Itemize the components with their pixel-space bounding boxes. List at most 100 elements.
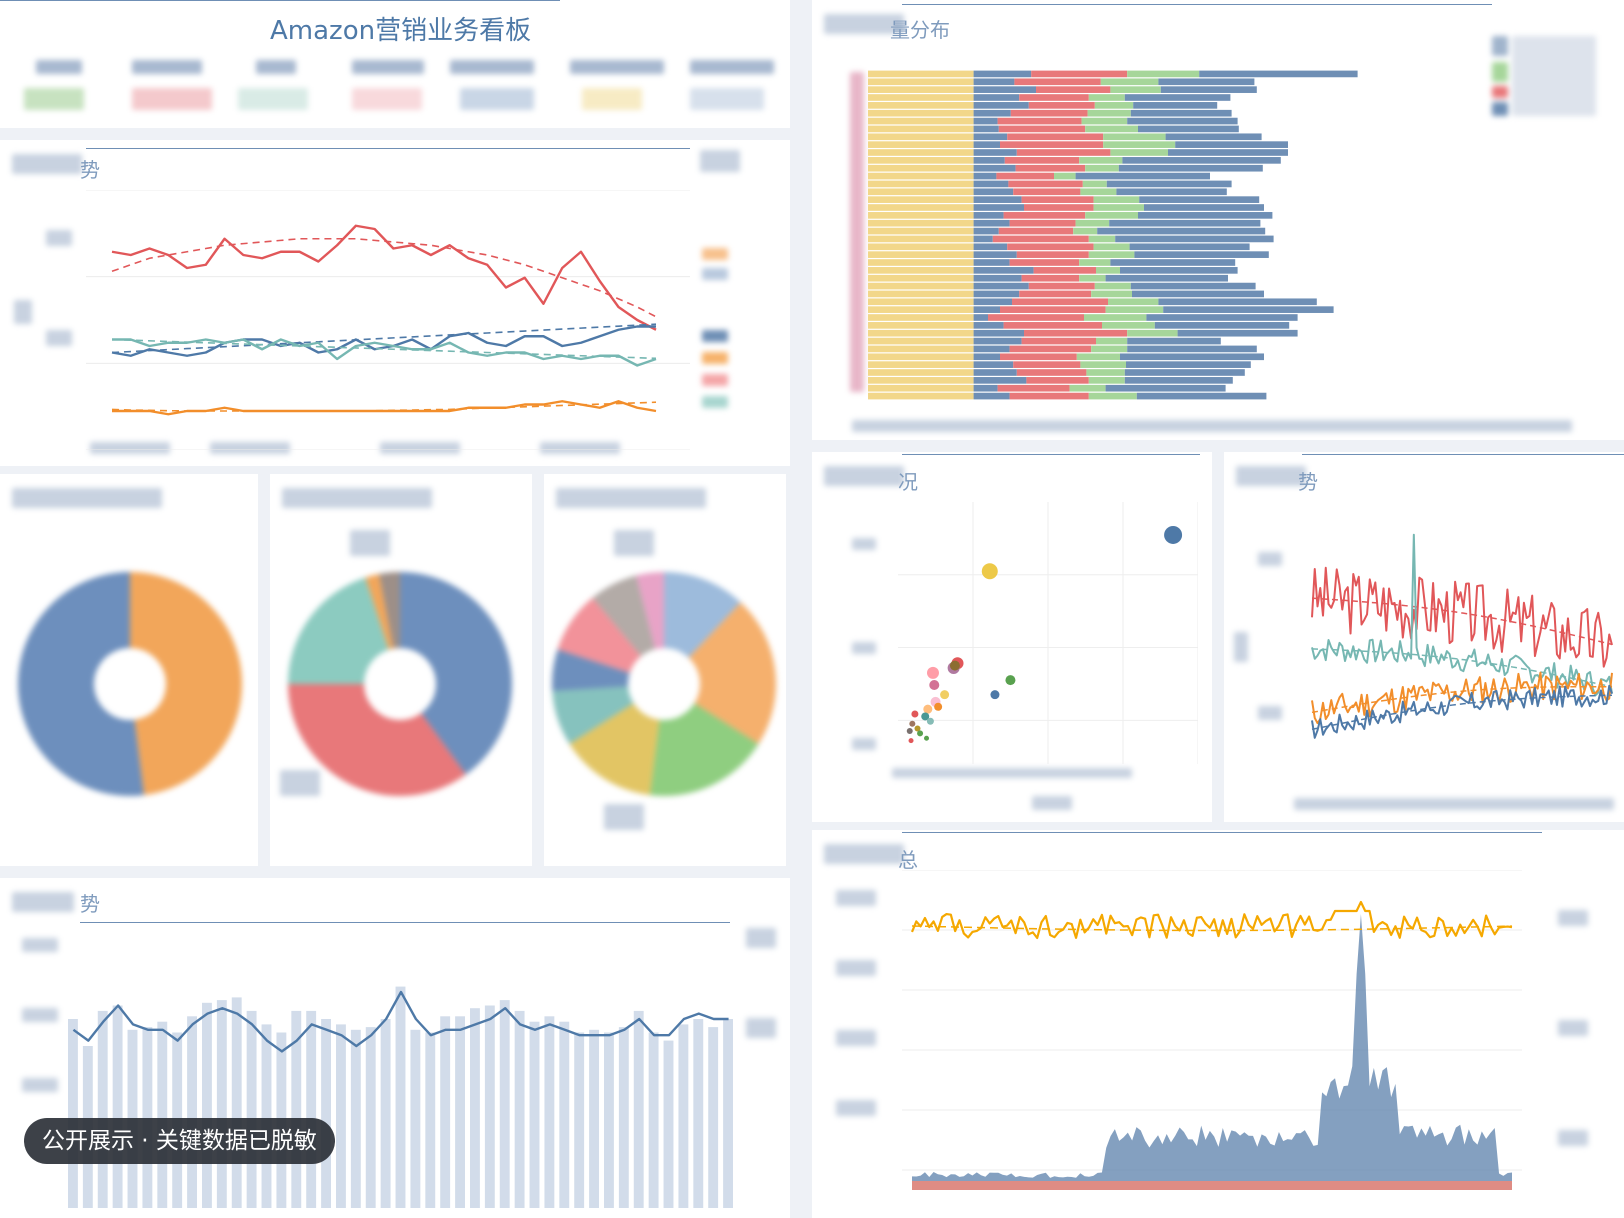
bar	[559, 1021, 570, 1208]
panel-title: 总	[898, 848, 918, 872]
stacked-bar-segment	[973, 227, 999, 235]
stacked-bar-segment	[1120, 267, 1238, 274]
donut-panel-2	[270, 474, 532, 866]
stacked-bar-segment	[1105, 274, 1228, 282]
stacked-bar-segment	[973, 219, 1010, 227]
stacked-bar-segment	[973, 337, 1022, 345]
stacked-bar-segment	[868, 157, 974, 164]
stacked-bar-segment	[868, 133, 974, 141]
stacked-bar-segment	[1097, 227, 1266, 235]
scatter-point	[914, 725, 921, 732]
donut-label	[614, 530, 654, 556]
stacked-bar-segment	[973, 282, 1029, 290]
y-tick	[22, 1078, 58, 1092]
scatter-point	[934, 702, 943, 711]
stacked-bar-segment	[868, 102, 974, 109]
stacked-bar-segment	[1008, 180, 1083, 188]
stacked-bar-segment	[1130, 109, 1232, 117]
stacked-bar-segment	[973, 86, 1036, 93]
bar	[708, 1027, 719, 1208]
x-tick	[852, 420, 1572, 432]
donut-slice	[288, 577, 389, 684]
kpi-strip: Amazon营销业务看板	[0, 0, 790, 128]
stacked-bar-segment	[868, 377, 974, 384]
stacked-bar-segment	[1093, 243, 1130, 251]
legend-swatch	[1492, 62, 1508, 82]
stacked-bar-segment	[868, 188, 974, 196]
bar	[306, 1010, 317, 1208]
scatter-point	[1005, 675, 1016, 686]
kpi-value	[238, 88, 308, 110]
distribution-panel: 量分布	[812, 0, 1624, 440]
stacked-bar-segment	[868, 78, 974, 86]
kpi-label	[352, 60, 424, 74]
stacked-bar-segment	[973, 94, 1020, 101]
stacked-bar-segment	[868, 172, 974, 180]
scatter-point	[909, 720, 916, 727]
stacked-bar-segment	[868, 164, 974, 172]
bar	[365, 1027, 376, 1208]
stacked-bar-segment	[973, 78, 1015, 86]
row-labels	[850, 72, 864, 392]
stacked-bar-segment	[1000, 141, 1104, 148]
bar	[663, 1040, 674, 1208]
bar	[142, 1027, 153, 1208]
y-tick	[836, 1100, 876, 1116]
stacked-bar-segment	[973, 314, 988, 321]
stacked-bar-segment	[973, 392, 1010, 400]
stacked-bar-segment	[973, 298, 1012, 306]
bar	[499, 1000, 510, 1208]
header-label	[824, 14, 904, 34]
bar	[216, 1000, 227, 1208]
scatter-point	[940, 690, 950, 700]
stacked-bar-segment	[1158, 78, 1255, 86]
stacked-bar-segment	[868, 180, 974, 188]
stacked-bar-segment	[1127, 337, 1221, 345]
trend-panel-bottom-left: 势	[0, 878, 790, 1218]
series-line-3	[1311, 684, 1613, 739]
stacked-bar-segment	[1086, 369, 1125, 376]
kpi-label	[450, 60, 534, 74]
stacked-bar-segment	[973, 361, 1014, 368]
donut-chart-3	[552, 572, 776, 796]
series-line-1	[111, 325, 656, 357]
trendline-1	[111, 323, 657, 354]
scatter-point	[911, 710, 919, 718]
stacked-bar-segment	[1085, 164, 1119, 172]
legend-swatch	[702, 268, 728, 280]
scatter-point	[923, 704, 933, 714]
bar	[514, 1010, 525, 1208]
bar	[589, 1029, 599, 1208]
stacked-bar-segment	[868, 337, 974, 345]
bar	[484, 1005, 495, 1208]
stacked-bar-segment	[868, 204, 974, 211]
bar	[618, 1027, 629, 1208]
stacked-bar-segment	[1094, 102, 1134, 109]
legend-block	[1558, 1020, 1588, 1036]
x-tick	[380, 442, 460, 454]
legend-swatch	[1492, 36, 1508, 56]
stacked-bar-segment	[868, 329, 974, 337]
kpi-label	[132, 60, 202, 74]
stacked-bar-segment	[1110, 149, 1168, 156]
y-axis-label	[14, 300, 32, 324]
stacked-bar-segment	[973, 141, 1000, 148]
kpi-label	[570, 60, 664, 74]
stacked-bar-segment	[1124, 94, 1231, 101]
stacked-bar-segment	[1028, 282, 1095, 290]
donut-slice	[379, 572, 400, 649]
y-tick	[1234, 632, 1248, 662]
stacked-bar-segment	[1136, 392, 1267, 400]
stacked-bar-segment	[1132, 290, 1264, 298]
trendline-3	[1311, 694, 1613, 731]
stacked-bar-segment	[973, 384, 998, 392]
donut-slice	[636, 572, 664, 650]
donut-slice	[557, 597, 642, 673]
stacked-bar-segment	[973, 109, 1011, 117]
bar	[202, 1002, 212, 1208]
scatter-point	[908, 738, 914, 744]
y-tick	[836, 960, 876, 976]
bar	[470, 1008, 480, 1208]
kpi-value	[690, 88, 764, 110]
summary-panel: 总	[812, 830, 1624, 1218]
